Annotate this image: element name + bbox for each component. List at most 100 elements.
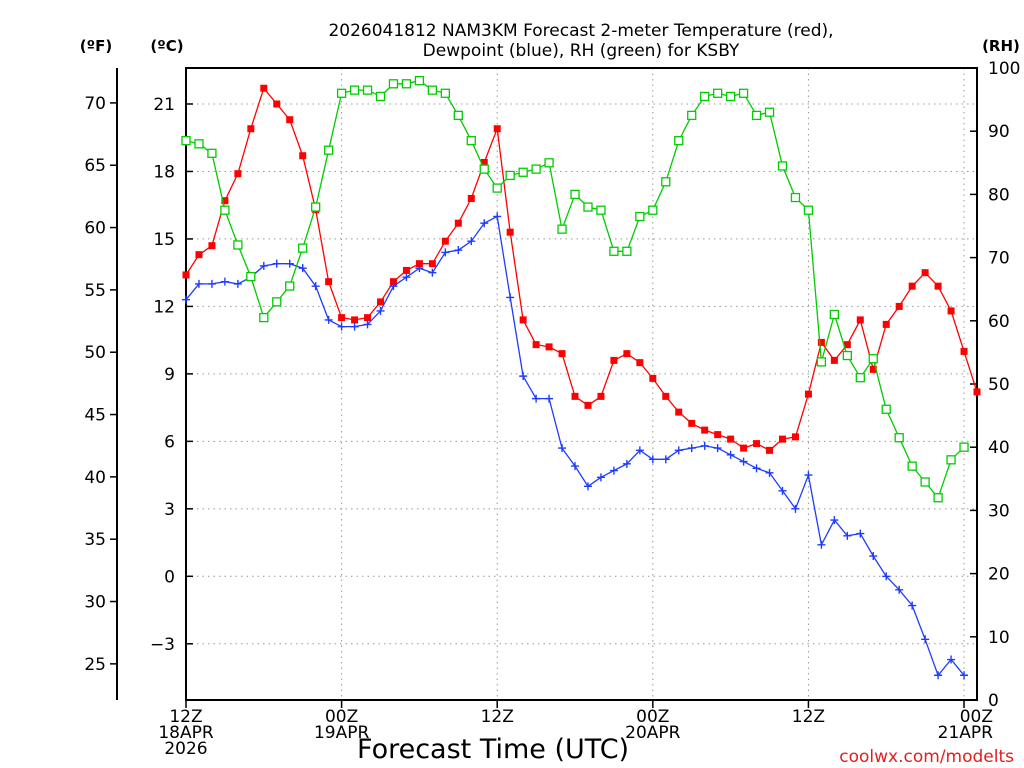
- temperature-point: [960, 347, 968, 355]
- credit-link[interactable]: coolwx.com/modelts: [839, 747, 1014, 767]
- temperature-point: [519, 316, 527, 324]
- dewpoint-point: [454, 246, 463, 255]
- rh-point: [907, 461, 917, 471]
- rh-point: [687, 110, 697, 121]
- temperature-point: [610, 356, 618, 364]
- dewpoint-point: [182, 295, 190, 304]
- dewpoint-point: [545, 394, 554, 403]
- fahrenheit-tick-label: 45: [84, 406, 106, 426]
- temperature-point: [389, 278, 397, 286]
- rh-tick-label: 30: [988, 501, 1010, 521]
- celsius-tick-label: −3: [150, 635, 175, 655]
- rh-point: [803, 205, 814, 215]
- temperature-point: [791, 433, 799, 441]
- temperature-point: [882, 320, 890, 328]
- temperature-point: [973, 388, 981, 396]
- temperature-point: [869, 365, 877, 373]
- temperature-point: [688, 419, 696, 427]
- temperature-point: [623, 350, 631, 358]
- rh-tick-label: 40: [988, 438, 1010, 458]
- dewpoint-point: [337, 322, 346, 331]
- rh-point: [194, 139, 204, 149]
- temperature-point: [208, 242, 216, 250]
- rh-tick-label: 0: [988, 691, 999, 711]
- temperature-point: [402, 266, 410, 274]
- celsius-tick-label: 6: [164, 432, 175, 452]
- x-axis-label: Forecast Time (UTC): [357, 734, 629, 765]
- celsius-tick-label: 9: [164, 365, 175, 385]
- temperature-point: [467, 194, 475, 202]
- rh-point: [609, 246, 619, 256]
- dewpoint-point: [389, 282, 398, 291]
- temperature-point: [493, 125, 501, 133]
- temperature-point: [364, 314, 372, 322]
- temperature-point: [817, 338, 825, 346]
- dewpoint-point: [441, 248, 450, 257]
- time-tick-label: 12Z: [792, 707, 825, 727]
- temperature-point: [714, 431, 722, 439]
- rh-point: [933, 493, 943, 503]
- rh-point: [298, 243, 308, 253]
- rh-point: [816, 357, 827, 367]
- dewpoint-point: [609, 466, 618, 475]
- dewpoint-point: [856, 529, 865, 538]
- series-dewpoint: [182, 212, 969, 680]
- temperature-point: [740, 444, 748, 452]
- dewpoint-point: [220, 277, 229, 286]
- dewpoint-point: [402, 273, 411, 282]
- dewpoint-point: [726, 450, 735, 459]
- dewpoint-point: [207, 279, 216, 288]
- rh-point: [544, 158, 554, 168]
- rh-point: [596, 205, 606, 215]
- temperature-point: [260, 84, 268, 92]
- dewpoint-point: [571, 462, 580, 471]
- dewpoint-point: [921, 635, 930, 644]
- rh-point: [713, 88, 723, 98]
- rh-point: [207, 148, 217, 158]
- dewpoint-point: [233, 279, 242, 288]
- fahrenheit-tick-label: 55: [84, 281, 106, 301]
- temperature-point: [597, 392, 605, 400]
- time-tick-label: 00Z: [960, 707, 993, 727]
- dewpoint-point: [908, 601, 917, 610]
- dewpoint-point: [493, 212, 502, 221]
- rh-point: [233, 240, 243, 250]
- temperature-point: [506, 228, 514, 236]
- rh-point: [414, 75, 425, 86]
- rh-point: [401, 79, 412, 89]
- rh-point: [674, 136, 684, 146]
- fahrenheit-unit-label: (ºF): [80, 37, 112, 55]
- rh-point: [661, 177, 671, 187]
- time-tick-label: 20APR: [625, 723, 681, 743]
- rh-point: [842, 350, 852, 361]
- temperature-point: [182, 271, 190, 279]
- rh-point: [725, 91, 736, 102]
- rh-point: [466, 136, 476, 146]
- series-rh: [181, 75, 969, 503]
- temperature-point: [830, 356, 838, 364]
- dewpoint-point: [791, 504, 800, 513]
- dewpoint-point: [324, 315, 333, 324]
- dewpoint-point: [661, 455, 670, 464]
- dewpoint-point: [583, 482, 592, 491]
- temperature-point: [299, 152, 307, 160]
- time-tick-label: 2026: [164, 739, 207, 759]
- dewpoint-point: [635, 446, 644, 455]
- rh-point: [868, 354, 878, 364]
- temperature-point: [727, 435, 735, 443]
- title-line: 2026041812 NAM3KM Forecast 2-meter Tempe…: [328, 21, 833, 41]
- dewpoint-point: [869, 552, 878, 561]
- temperature-point: [195, 251, 203, 259]
- celsius-tick-label: 12: [153, 297, 175, 317]
- temperature-point: [571, 392, 579, 400]
- rh-point: [375, 91, 386, 102]
- temperature-point: [351, 316, 359, 324]
- temperature-point: [234, 170, 242, 178]
- rh-point: [764, 107, 775, 117]
- temperature-point: [338, 314, 346, 322]
- fahrenheit-tick-label: 50: [84, 343, 106, 363]
- temperature-point: [649, 374, 657, 382]
- dewpoint-point: [285, 259, 294, 268]
- dewpoint-point: [506, 293, 515, 302]
- rh-point: [790, 192, 801, 203]
